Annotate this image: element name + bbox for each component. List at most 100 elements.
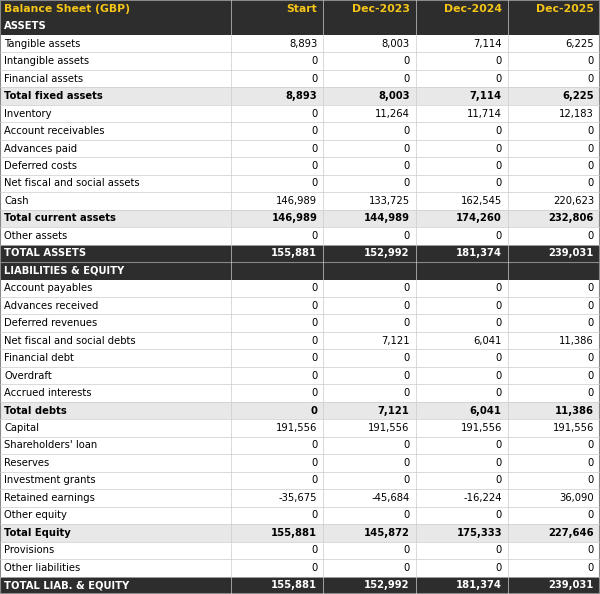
Text: 0: 0 xyxy=(588,441,594,450)
Bar xyxy=(323,332,416,349)
Text: Reserves: Reserves xyxy=(4,458,49,468)
Text: 8,893: 8,893 xyxy=(289,39,317,49)
Bar xyxy=(0,262,231,280)
Text: Financial debt: Financial debt xyxy=(4,353,74,363)
Bar xyxy=(508,87,600,105)
Bar xyxy=(416,70,508,87)
Bar xyxy=(508,524,600,542)
Text: 0: 0 xyxy=(403,178,410,188)
Bar xyxy=(416,87,508,105)
Bar xyxy=(231,122,323,140)
Bar xyxy=(508,140,600,157)
Bar xyxy=(416,384,508,402)
Text: -45,684: -45,684 xyxy=(371,493,410,503)
Text: 7,121: 7,121 xyxy=(377,406,410,416)
Text: Other assets: Other assets xyxy=(4,231,67,241)
Text: 0: 0 xyxy=(311,510,317,520)
Bar xyxy=(0,280,231,297)
Text: 0: 0 xyxy=(311,371,317,381)
Text: 11,264: 11,264 xyxy=(374,109,410,119)
Bar xyxy=(0,105,231,122)
Text: Total fixed assets: Total fixed assets xyxy=(4,91,103,101)
Text: 0: 0 xyxy=(403,144,410,153)
Bar xyxy=(323,472,416,489)
Text: 0: 0 xyxy=(588,161,594,171)
Text: 0: 0 xyxy=(496,388,502,398)
Bar xyxy=(416,577,508,594)
Bar xyxy=(231,542,323,559)
Text: Dec-2024: Dec-2024 xyxy=(444,4,502,14)
Text: TOTAL ASSETS: TOTAL ASSETS xyxy=(4,248,86,258)
Bar xyxy=(323,227,416,245)
Text: 152,992: 152,992 xyxy=(364,580,410,590)
Bar xyxy=(0,227,231,245)
Text: 0: 0 xyxy=(403,458,410,468)
Bar xyxy=(0,559,231,577)
Text: Advances received: Advances received xyxy=(4,301,98,311)
Text: Total current assets: Total current assets xyxy=(4,213,116,223)
Text: Tangible assets: Tangible assets xyxy=(4,39,80,49)
Text: 0: 0 xyxy=(311,545,317,555)
Bar xyxy=(416,35,508,52)
Text: 0: 0 xyxy=(311,441,317,450)
Text: 0: 0 xyxy=(496,56,502,66)
Text: 8,003: 8,003 xyxy=(382,39,410,49)
Bar xyxy=(416,419,508,437)
Text: Net fiscal and social debts: Net fiscal and social debts xyxy=(4,336,136,346)
Text: 0: 0 xyxy=(311,336,317,346)
Bar xyxy=(231,70,323,87)
Bar xyxy=(416,349,508,367)
Bar xyxy=(416,507,508,524)
Bar xyxy=(0,367,231,384)
Text: 0: 0 xyxy=(588,510,594,520)
Bar xyxy=(416,157,508,175)
Bar xyxy=(231,384,323,402)
Bar xyxy=(508,70,600,87)
Bar xyxy=(231,280,323,297)
Text: 0: 0 xyxy=(311,353,317,363)
Text: 0: 0 xyxy=(496,178,502,188)
Text: 0: 0 xyxy=(588,563,594,573)
Bar xyxy=(231,105,323,122)
Bar xyxy=(231,17,323,35)
Bar xyxy=(0,507,231,524)
Bar xyxy=(323,35,416,52)
Bar xyxy=(508,297,600,314)
Bar xyxy=(323,437,416,454)
Text: Shareholders' loan: Shareholders' loan xyxy=(4,441,97,450)
Text: Total Equity: Total Equity xyxy=(4,528,71,538)
Bar xyxy=(323,524,416,542)
Text: 0: 0 xyxy=(588,388,594,398)
Bar xyxy=(323,87,416,105)
Bar xyxy=(508,472,600,489)
Bar xyxy=(0,419,231,437)
Text: 0: 0 xyxy=(403,161,410,171)
Bar xyxy=(231,472,323,489)
Text: 11,386: 11,386 xyxy=(559,336,594,346)
Text: 220,623: 220,623 xyxy=(553,196,594,206)
Bar xyxy=(416,52,508,70)
Bar xyxy=(231,489,323,507)
Text: Net fiscal and social assets: Net fiscal and social assets xyxy=(4,178,140,188)
Text: 11,714: 11,714 xyxy=(467,109,502,119)
Bar xyxy=(416,472,508,489)
Bar xyxy=(323,559,416,577)
Text: Accrued interests: Accrued interests xyxy=(4,388,92,398)
Bar xyxy=(416,542,508,559)
Bar xyxy=(0,489,231,507)
Text: 133,725: 133,725 xyxy=(368,196,410,206)
Text: 0: 0 xyxy=(311,318,317,328)
Bar xyxy=(416,17,508,35)
Bar xyxy=(231,402,323,419)
Text: 0: 0 xyxy=(403,545,410,555)
Bar xyxy=(231,577,323,594)
Text: 0: 0 xyxy=(588,56,594,66)
Bar xyxy=(0,17,231,35)
Bar xyxy=(323,454,416,472)
Text: 7,114: 7,114 xyxy=(473,39,502,49)
Bar xyxy=(508,489,600,507)
Bar xyxy=(0,384,231,402)
Bar xyxy=(416,245,508,262)
Bar xyxy=(323,577,416,594)
Text: Advances paid: Advances paid xyxy=(4,144,77,153)
